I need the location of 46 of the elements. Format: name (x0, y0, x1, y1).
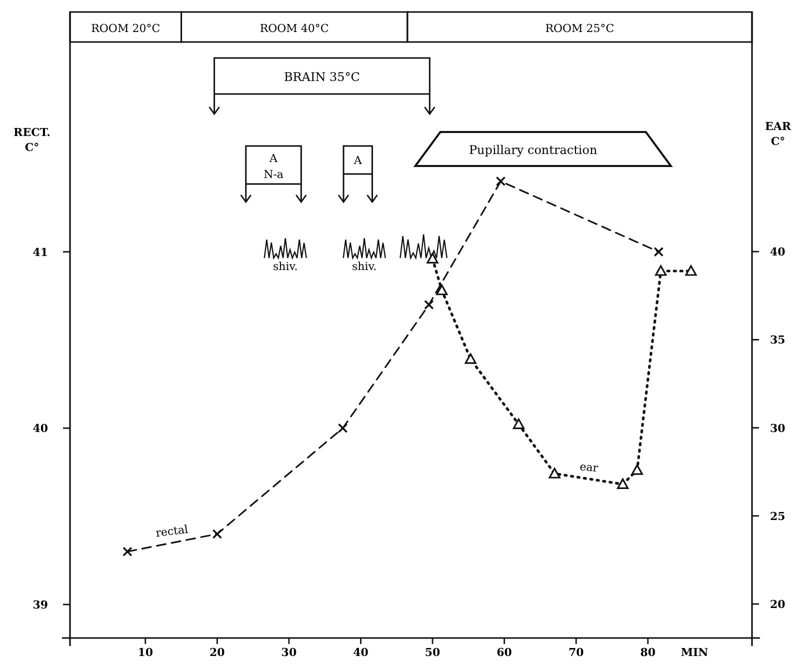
point (496, 176, 506, 186)
point (631, 464, 643, 475)
x-tick-label: 70 (568, 646, 584, 659)
point (212, 529, 222, 539)
annotation: A (268, 152, 279, 165)
series-label: ear (579, 460, 600, 475)
annotation: ROOM 25°C (545, 22, 614, 35)
y-tick-label: 41 (32, 246, 48, 259)
annotation: shiv. (273, 260, 298, 273)
y2-tick-label: 35 (770, 334, 786, 347)
point (685, 265, 697, 276)
y2-tick-label: 20 (770, 598, 786, 611)
point (512, 418, 524, 430)
point (654, 246, 664, 257)
annotation: BRAIN 35°C (284, 70, 360, 84)
point (616, 478, 629, 489)
annotation: Pupillary contraction (468, 143, 598, 157)
x-tick-label: 40 (353, 646, 369, 659)
point (424, 300, 434, 310)
y-axis-title: RECT. C° (14, 126, 50, 154)
text: rectal (154, 522, 190, 540)
x-tick-label: 10 (138, 646, 154, 659)
annotation: ROOM 20°C (91, 22, 160, 35)
point (436, 284, 448, 296)
x-axis-title: MIN (680, 646, 708, 659)
x-tick-label: 50 (424, 646, 441, 659)
annotation: shiv. (352, 260, 377, 273)
y-tick-label: 40 (32, 422, 48, 436)
y2-tick-label: 40 (770, 246, 786, 259)
y2-tick-label: 30 (770, 422, 786, 435)
point (548, 468, 560, 478)
x-tick-label: 80 (640, 646, 656, 659)
y2-axis-title: EAR C° (764, 120, 792, 148)
annotation: A (352, 154, 363, 167)
x-tick-label: 60 (496, 646, 512, 659)
x-tick-label: 30 (281, 646, 297, 659)
x-tick-label: 20 (210, 646, 226, 659)
annotation: ROOM 40°C (260, 22, 329, 35)
annotation: N-a (264, 168, 284, 181)
point (338, 423, 348, 434)
point (426, 252, 438, 264)
y-tick-label: 39 (32, 598, 48, 612)
point (464, 353, 476, 364)
point (655, 265, 667, 276)
y2-tick-label: 25 (770, 510, 786, 523)
point (122, 546, 132, 556)
